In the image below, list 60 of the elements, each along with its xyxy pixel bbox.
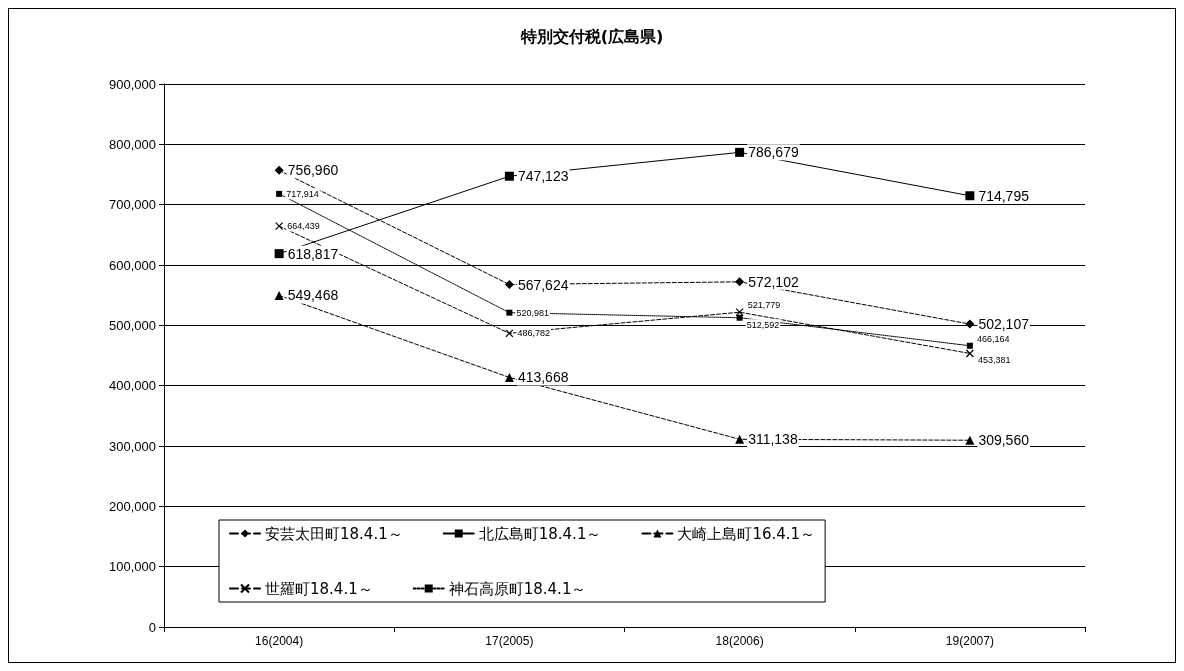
data-label: 311,138 bbox=[748, 431, 798, 448]
legend-label: 世羅町18.4.1～ bbox=[265, 579, 373, 598]
data-label: 549,468 bbox=[287, 287, 339, 304]
point bbox=[735, 308, 744, 317]
data-label: 512,592 bbox=[746, 319, 780, 330]
data-label: 466,164 bbox=[976, 333, 1010, 344]
chart-title: 特別交付税(広島県) bbox=[519, 26, 664, 46]
point bbox=[966, 342, 973, 349]
y-tick-label: 800,000 bbox=[109, 136, 156, 152]
point bbox=[965, 319, 975, 329]
data-label: 502,107 bbox=[978, 316, 1030, 333]
data-label: 664,439 bbox=[287, 221, 320, 232]
legend-label: 安芸太田町18.4.1～ bbox=[265, 524, 403, 543]
point bbox=[735, 434, 745, 444]
data-label: 714,795 bbox=[978, 187, 1030, 204]
y-tick-label: 700,000 bbox=[109, 197, 156, 213]
y-tick-label: 400,000 bbox=[109, 378, 156, 394]
point bbox=[965, 349, 974, 358]
data-label: 618,817 bbox=[287, 245, 339, 262]
point bbox=[504, 171, 514, 181]
point bbox=[735, 147, 745, 157]
point bbox=[736, 314, 743, 321]
data-label: 747,123 bbox=[517, 168, 569, 185]
data-label: 572,102 bbox=[748, 273, 799, 290]
y-tick-label: 0 bbox=[148, 619, 156, 635]
data-label: 521,779 bbox=[747, 300, 781, 311]
data-label: 453,381 bbox=[977, 355, 1011, 366]
x-tick-label: 18(2006) bbox=[715, 634, 764, 648]
point bbox=[274, 165, 284, 175]
data-label: 756,960 bbox=[287, 162, 339, 179]
point bbox=[506, 309, 513, 316]
y-tick-label: 600,000 bbox=[109, 257, 156, 273]
point bbox=[274, 290, 284, 300]
point bbox=[274, 249, 284, 259]
data-label: 413,668 bbox=[517, 369, 569, 386]
legend-label: 大崎上島町16.4.1～ bbox=[677, 524, 816, 543]
point bbox=[276, 190, 283, 197]
point bbox=[275, 222, 284, 231]
x-tick-label: 19(2007) bbox=[945, 634, 994, 648]
point bbox=[965, 435, 975, 445]
point bbox=[504, 372, 514, 382]
legend-label: 北広島町18.4.1～ bbox=[478, 524, 602, 543]
data-label: 486,782 bbox=[517, 328, 551, 339]
legend-label: 神石高原町18.4.1～ bbox=[448, 579, 587, 598]
data-label: 717,914 bbox=[286, 188, 319, 199]
point bbox=[735, 277, 745, 287]
data-label: 520,981 bbox=[516, 307, 549, 318]
y-tick-label: 300,000 bbox=[109, 438, 156, 454]
y-tick-label: 900,000 bbox=[109, 76, 156, 92]
point bbox=[504, 280, 514, 290]
y-tick-label: 200,000 bbox=[109, 498, 156, 514]
data-label: 567,624 bbox=[517, 276, 569, 293]
point bbox=[965, 191, 975, 201]
data-label: 309,560 bbox=[978, 432, 1030, 449]
y-tick-label: 100,000 bbox=[109, 559, 156, 575]
x-tick-label: 16(2004) bbox=[255, 634, 304, 648]
y-tick-label: 500,000 bbox=[109, 317, 156, 333]
data-label: 786,679 bbox=[748, 144, 799, 161]
point bbox=[505, 329, 514, 338]
x-tick-label: 17(2005) bbox=[485, 634, 534, 648]
